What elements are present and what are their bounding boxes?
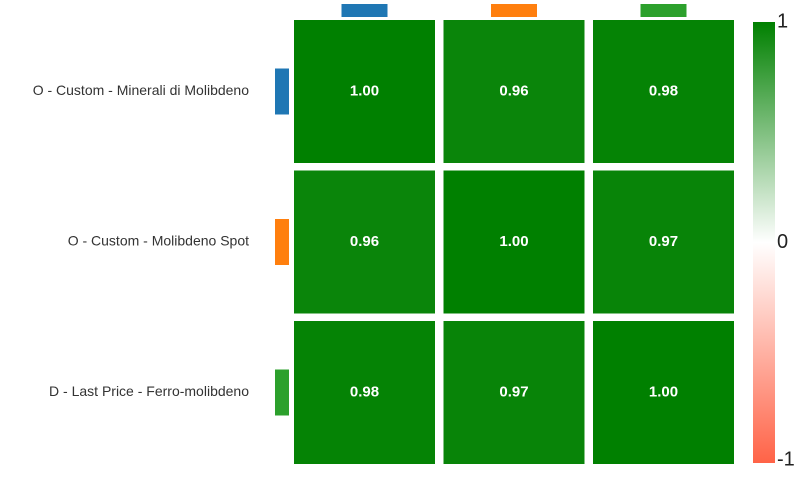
colorbar-tick-label: -1	[777, 448, 795, 470]
cell-label: 0.98	[350, 383, 379, 400]
row-label: D - Last Price - Ferro-molibdeno	[49, 383, 249, 399]
cell-label: 0.98	[649, 82, 678, 99]
row-marker	[275, 369, 289, 416]
cell-label: 1.00	[649, 383, 678, 400]
colorbar	[753, 22, 775, 463]
column-marker	[491, 4, 537, 17]
cell-label: 1.00	[350, 82, 379, 99]
cell-label: 1.00	[499, 233, 528, 250]
row-label: O - Custom - Molibdeno Spot	[68, 233, 249, 249]
cell	[294, 321, 435, 464]
colorbar-tick-label: 1	[777, 10, 788, 32]
colorbar-tick-label: 0	[777, 231, 788, 253]
cell	[593, 170, 734, 314]
cell	[294, 170, 435, 314]
cell-label: 0.96	[350, 233, 379, 250]
row-label: O - Custom - Minerali di Molibdeno	[33, 82, 250, 98]
cell-label: 0.96	[499, 82, 528, 99]
row-marker	[275, 219, 289, 265]
cell	[294, 20, 435, 163]
cell	[443, 170, 585, 314]
row-marker	[275, 68, 289, 115]
cell	[443, 321, 585, 464]
cell-label: 0.97	[649, 233, 678, 250]
column-marker	[341, 4, 388, 17]
cell	[593, 321, 734, 464]
cell	[443, 20, 585, 163]
cell	[593, 20, 734, 163]
cell-label: 0.97	[499, 383, 528, 400]
column-marker	[640, 4, 687, 17]
